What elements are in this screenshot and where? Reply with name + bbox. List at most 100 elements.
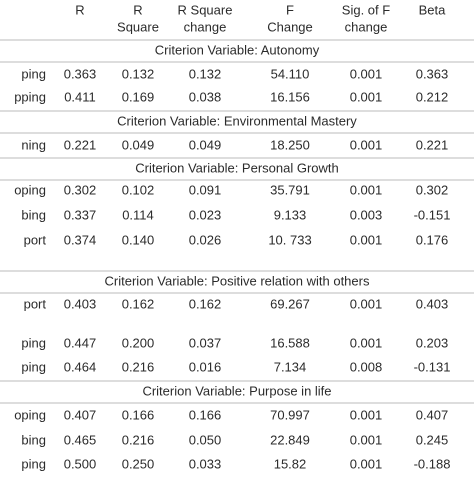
cell: 0.001 — [350, 296, 383, 311]
cell: 0.001 — [350, 456, 383, 471]
cell: 0.176 — [416, 232, 449, 247]
column-header: R — [133, 2, 142, 17]
cell: 9.133 — [274, 207, 307, 222]
row-label: oping — [14, 407, 46, 422]
cell: 0.403 — [64, 296, 97, 311]
cell: 0.363 — [416, 66, 449, 81]
cell: 0.001 — [350, 335, 383, 350]
cell: 0.001 — [350, 182, 383, 197]
cell: 0.216 — [122, 359, 155, 374]
row-label: pping — [14, 89, 46, 104]
cell: 0.033 — [189, 456, 222, 471]
cell: 69.267 — [270, 296, 310, 311]
cell: 0.001 — [350, 432, 383, 447]
cell: -0.188 — [414, 456, 451, 471]
cell: 0.500 — [64, 456, 97, 471]
cell: 0.166 — [189, 407, 222, 422]
cell: 0.212 — [416, 89, 449, 104]
cell: 0.216 — [122, 432, 155, 447]
cell: 0.200 — [122, 335, 155, 350]
row-label: port — [24, 232, 47, 247]
cell: 0.203 — [416, 335, 449, 350]
row-label: port — [24, 296, 47, 311]
section-title: Criterion Variable: Purpose in life — [142, 383, 331, 398]
cell: 0.169 — [122, 89, 155, 104]
cell: 0.001 — [350, 407, 383, 422]
cell: 0.023 — [189, 207, 222, 222]
cell: 0.001 — [350, 232, 383, 247]
cell: 70.997 — [270, 407, 310, 422]
cell: 7.134 — [274, 359, 307, 374]
cell: 0.245 — [416, 432, 449, 447]
cell: 0.221 — [64, 137, 97, 152]
section-title: Criterion Variable: Autonomy — [155, 42, 320, 57]
cell: 0.001 — [350, 137, 383, 152]
cell: 0.302 — [416, 182, 449, 197]
row-label: ning — [21, 137, 46, 152]
cell: 0.003 — [350, 207, 383, 222]
cell: 0.162 — [189, 296, 222, 311]
cell: 0.001 — [350, 89, 383, 104]
cell: 0.250 — [122, 456, 155, 471]
column-header: Square — [117, 19, 159, 34]
cell: 0.001 — [350, 66, 383, 81]
cell: 0.102 — [122, 182, 155, 197]
cell: 0.049 — [189, 137, 222, 152]
cell: 0.038 — [189, 89, 222, 104]
cell: 18.250 — [270, 137, 310, 152]
column-header: R Square — [178, 2, 233, 17]
cell: 0.037 — [189, 335, 222, 350]
column-header: F — [286, 2, 294, 17]
cell: 54.110 — [271, 66, 310, 81]
cell: 0.050 — [189, 432, 222, 447]
cell: 0.132 — [189, 66, 222, 81]
row-label: oping — [14, 182, 46, 197]
column-header: change — [184, 19, 227, 34]
column-header: Change — [267, 19, 313, 34]
cell: 0.166 — [122, 407, 155, 422]
cell: 0.132 — [122, 66, 155, 81]
row-label: ping — [21, 335, 46, 350]
section-title: Criterion Variable: Positive relation wi… — [105, 273, 370, 288]
column-header: change — [345, 19, 388, 34]
cell: 0.407 — [64, 407, 97, 422]
row-label: bing — [21, 432, 46, 447]
cell: 0.008 — [350, 359, 383, 374]
column-header: Sig. of F — [342, 2, 390, 17]
cell: 0.302 — [64, 182, 97, 197]
cell: 0.465 — [64, 432, 97, 447]
cell: 0.374 — [64, 232, 97, 247]
cell: 0.221 — [416, 137, 449, 152]
cell: 0.091 — [189, 182, 222, 197]
section-title: Criterion Variable: Personal Growth — [135, 160, 339, 175]
row-label: ping — [21, 66, 46, 81]
cell: 0.049 — [122, 137, 155, 152]
cell: 16.588 — [270, 335, 310, 350]
cell: 0.407 — [416, 407, 449, 422]
cell: 22.849 — [270, 432, 310, 447]
cell: 0.162 — [122, 296, 155, 311]
column-header: R — [75, 2, 84, 17]
row-label: ping — [21, 456, 46, 471]
cell: 0.140 — [122, 232, 155, 247]
cell: 0.464 — [64, 359, 97, 374]
cell: 0.411 — [64, 89, 96, 104]
cell: 0.026 — [189, 232, 222, 247]
cell: -0.131 — [414, 359, 451, 374]
cell: 0.114 — [122, 207, 154, 222]
row-label: bing — [21, 207, 46, 222]
cell: 0.363 — [64, 66, 97, 81]
row-label: ping — [21, 359, 46, 374]
cell: 15.82 — [274, 456, 307, 471]
cell: 10. 733 — [268, 232, 311, 247]
section-title: Criterion Variable: Environmental Master… — [117, 113, 357, 128]
cell: 16.156 — [270, 89, 310, 104]
cell: 35.791 — [270, 182, 310, 197]
cell: -0.151 — [414, 207, 451, 222]
cell: 0.337 — [64, 207, 97, 222]
cell: 0.403 — [416, 296, 449, 311]
cell: 0.447 — [64, 335, 97, 350]
cell: 0.016 — [189, 359, 222, 374]
column-header: Beta — [419, 2, 447, 17]
